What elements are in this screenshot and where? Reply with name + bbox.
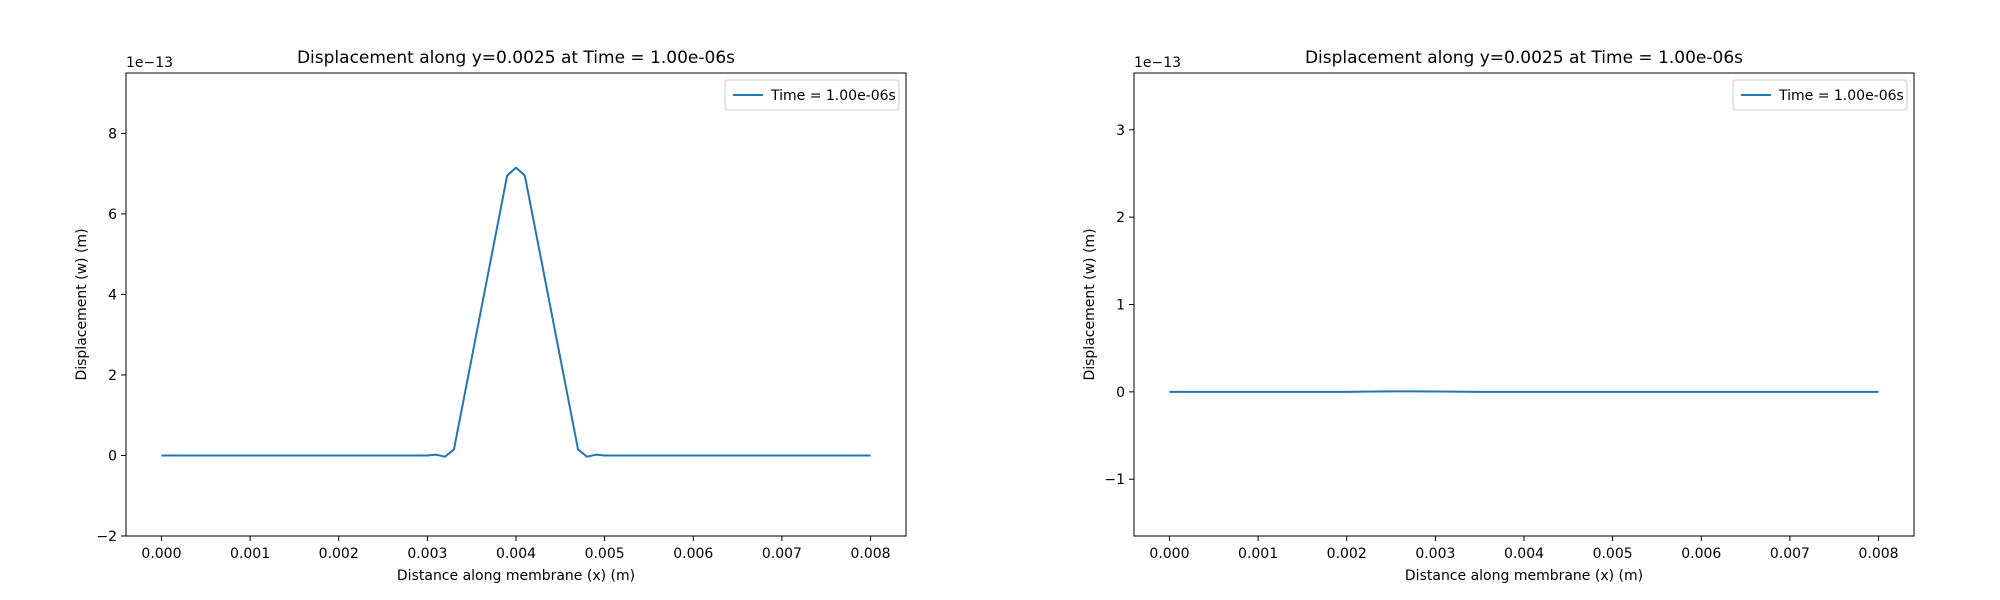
x-tick-label: 0.002 bbox=[319, 546, 359, 562]
y-tick-label: 2 bbox=[108, 368, 117, 384]
y-tick-label: 4 bbox=[108, 287, 117, 303]
x-tick-label: 0.003 bbox=[1415, 546, 1455, 562]
x-tick-label: 0.000 bbox=[1149, 546, 1189, 562]
y-axis-label: Displacement (w) (m) bbox=[1082, 228, 1098, 380]
x-tick-label: 0.001 bbox=[1238, 546, 1278, 562]
series-line bbox=[1169, 390, 1879, 393]
chart-panel-2: 0.000 0.001 0.002 0.003 0.004 0.005 0.006 0.007… bbox=[1082, 48, 1915, 584]
x-tick-label: 0.002 bbox=[1327, 546, 1367, 562]
y-tick-label: 8 bbox=[108, 126, 117, 142]
y-tick-label: 3 bbox=[1116, 123, 1125, 139]
x-tick-label: 0.003 bbox=[407, 546, 447, 562]
y-tick-label: 0 bbox=[108, 448, 117, 464]
legend-box bbox=[1732, 79, 1908, 111]
x-axis-label: Distance along membrane (x) (m) bbox=[1405, 568, 1643, 584]
x-tick-label: 0.000 bbox=[141, 546, 181, 562]
legend-label: Time = 1.00e-06s bbox=[1778, 88, 1904, 104]
x-axis-label: Distance along membrane (x) (m) bbox=[397, 568, 635, 584]
x-tick-label: 0.008 bbox=[1858, 546, 1898, 562]
x-tick-label: 0.005 bbox=[1593, 546, 1633, 562]
y-offset-label: 1e−13 bbox=[126, 55, 173, 71]
legend-box bbox=[724, 79, 900, 111]
y-tick-label: 1 bbox=[1116, 298, 1125, 314]
legend: Time = 1.00e-06s bbox=[724, 79, 900, 111]
x-tick-label: 0.008 bbox=[850, 546, 890, 562]
plot-frame bbox=[1133, 72, 1915, 537]
x-tick-label: 0.004 bbox=[496, 546, 536, 562]
y-tick-label: −2 bbox=[96, 529, 117, 545]
y-tick-label: 2 bbox=[1116, 210, 1125, 226]
x-tick-label: 0.001 bbox=[230, 546, 270, 562]
chart-title: Displacement along y=0.0025 at Time = 1.… bbox=[1305, 48, 1743, 68]
chart-title: Displacement along y=0.0025 at Time = 1.… bbox=[297, 48, 735, 68]
x-tick-label: 0.007 bbox=[1770, 546, 1810, 562]
y-offset-label: 1e−13 bbox=[1134, 55, 1181, 71]
x-tick-label: 0.006 bbox=[1681, 546, 1721, 562]
x-tick-label: 0.007 bbox=[762, 546, 802, 562]
plot-frame bbox=[125, 72, 907, 537]
y-tick-label: 6 bbox=[108, 207, 117, 223]
chart-panel-1: 0.000 0.001 0.002 0.003 0.004 0.005 0.006 0.007… bbox=[74, 48, 907, 584]
series-line bbox=[161, 166, 871, 458]
legend-label: Time = 1.00e-06s bbox=[770, 88, 896, 104]
x-tick-label: 0.006 bbox=[673, 546, 713, 562]
x-tick-label: 0.004 bbox=[1504, 546, 1544, 562]
x-tick-label: 0.005 bbox=[585, 546, 625, 562]
y-tick-label: −1 bbox=[1104, 472, 1125, 488]
y-axis-label: Displacement (w) (m) bbox=[74, 228, 90, 380]
y-tick-label: 0 bbox=[1116, 385, 1125, 401]
legend: Time = 1.00e-06s bbox=[1732, 79, 1908, 111]
